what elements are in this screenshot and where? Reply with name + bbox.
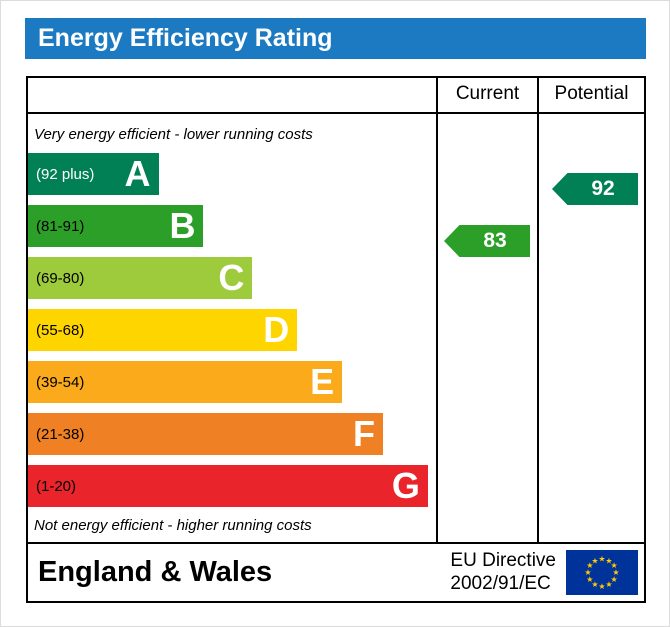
band-bar-b: (81-91) B [28, 205, 204, 247]
band-range-label: (39-54) [36, 373, 85, 391]
band-range-label: (21-38) [36, 425, 85, 443]
band-bar-e: (39-54) E [28, 361, 343, 403]
band-bar-f: (21-38) F [28, 413, 383, 455]
eu-directive-line1: EU Directive [450, 550, 556, 572]
svg-text:★: ★ [605, 556, 612, 565]
caption-not-efficient: Not energy efficient - higher running co… [34, 517, 312, 534]
band-row-a: (92 plus) A [28, 153, 436, 195]
band-bar-c: (69-80) C [28, 257, 253, 299]
current-rating-value: 83 [483, 229, 507, 252]
region-label: England & Wales [38, 556, 273, 588]
caption-efficient: Very energy efficient - lower running co… [34, 126, 313, 143]
svg-text:★: ★ [611, 575, 618, 584]
page-title: Energy Efficiency Rating [25, 18, 646, 59]
svg-text:★: ★ [605, 580, 612, 589]
band-row-c: (69-80) C [28, 257, 436, 299]
column-header-current: Current [438, 78, 539, 112]
band-row-d: (55-68) D [28, 309, 436, 351]
band-bar-a: (92 plus) A [28, 153, 159, 195]
eu-flag-icon: ★ ★ ★ ★ ★ ★ ★ ★ ★ ★ ★ ★ [566, 550, 638, 595]
svg-text:★: ★ [612, 568, 619, 577]
band-row-b: (81-91) B [28, 205, 436, 247]
current-rating-arrow: 83 [444, 225, 530, 257]
potential-rating-value: 92 [591, 177, 615, 200]
band-letter: E [310, 361, 335, 402]
band-row-e: (39-54) E [28, 361, 436, 403]
eu-directive-label: EU Directive 2002/91/EC [450, 550, 556, 595]
svg-text:★: ★ [591, 556, 598, 565]
header-spacer [28, 78, 438, 112]
band-letter: C [218, 257, 245, 298]
svg-text:★: ★ [598, 555, 605, 564]
potential-rating-arrow: 92 [552, 173, 638, 205]
band-letter: D [263, 309, 290, 350]
potential-rating-column: 92 [539, 114, 644, 542]
band-letter: A [124, 153, 151, 194]
band-row-f: (21-38) F [28, 413, 436, 455]
band-bar-d: (55-68) D [28, 309, 298, 351]
svg-text:★: ★ [584, 568, 591, 577]
band-letter: G [391, 465, 420, 506]
svg-text:★: ★ [586, 561, 593, 570]
table-header-row: Current Potential [28, 78, 644, 114]
eu-directive-line2: 2002/91/EC [450, 572, 551, 594]
band-row-g: (1-20) G [28, 465, 436, 507]
svg-text:★: ★ [598, 582, 605, 591]
epc-table: Current Potential Very energy efficient … [26, 76, 646, 603]
band-range-label: (69-80) [36, 269, 85, 287]
svg-text:★: ★ [591, 580, 598, 589]
svg-text:★: ★ [586, 575, 593, 584]
band-range-label: (1-20) [36, 477, 77, 495]
band-range-label: (55-68) [36, 321, 85, 339]
current-rating-column: 83 [438, 114, 539, 542]
svg-text:★: ★ [611, 561, 618, 570]
band-range-label: (92 plus) [36, 165, 95, 183]
band-range-label: (81-91) [36, 217, 85, 235]
table-body-row: Very energy efficient - lower running co… [28, 114, 644, 542]
band-list: (92 plus) A (81-91) B (69-80) C [28, 153, 436, 507]
band-bar-g: (1-20) G [28, 465, 428, 507]
band-letter: B [169, 205, 196, 246]
band-letter: F [352, 413, 375, 454]
table-footer-row: England & Wales EU Directive 2002/91/EC … [28, 542, 644, 601]
column-header-potential: Potential [554, 83, 629, 104]
epc-band-chart: Very energy efficient - lower running co… [28, 114, 438, 542]
